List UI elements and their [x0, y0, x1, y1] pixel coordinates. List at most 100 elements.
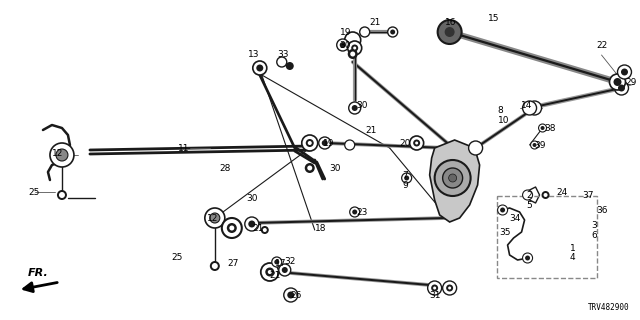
Circle shape	[497, 205, 508, 215]
Text: 10: 10	[497, 116, 509, 124]
Circle shape	[260, 263, 279, 281]
Circle shape	[308, 141, 312, 145]
Circle shape	[402, 173, 412, 183]
Text: 19: 19	[323, 139, 334, 148]
Circle shape	[322, 140, 328, 146]
Circle shape	[446, 284, 453, 292]
Circle shape	[266, 268, 275, 276]
Circle shape	[50, 143, 74, 167]
Text: 32: 32	[285, 258, 296, 267]
Circle shape	[527, 101, 541, 115]
Text: 29: 29	[625, 77, 637, 86]
Text: 20: 20	[399, 139, 411, 148]
Text: 34: 34	[509, 213, 521, 222]
Bar	[497, 196, 596, 278]
Text: 23: 23	[356, 207, 368, 217]
Circle shape	[543, 193, 548, 197]
Text: 6: 6	[591, 230, 597, 239]
Circle shape	[260, 226, 269, 234]
Text: 22: 22	[596, 41, 608, 50]
Circle shape	[349, 102, 361, 114]
Circle shape	[523, 253, 532, 263]
Circle shape	[319, 137, 331, 149]
Circle shape	[345, 140, 355, 150]
Circle shape	[210, 213, 220, 223]
Circle shape	[360, 27, 370, 37]
Circle shape	[57, 190, 67, 200]
Circle shape	[614, 81, 628, 95]
Text: 31: 31	[429, 291, 441, 300]
Text: 18: 18	[315, 223, 326, 233]
Circle shape	[541, 191, 550, 199]
Circle shape	[227, 223, 237, 233]
Circle shape	[205, 208, 225, 228]
Circle shape	[349, 207, 360, 217]
Circle shape	[222, 218, 242, 238]
Circle shape	[404, 175, 409, 180]
Circle shape	[609, 74, 625, 90]
Circle shape	[413, 140, 420, 147]
Text: 30: 30	[340, 41, 351, 50]
Text: 9: 9	[403, 180, 408, 189]
Circle shape	[306, 139, 314, 147]
Circle shape	[438, 20, 461, 44]
Circle shape	[337, 39, 349, 51]
Circle shape	[445, 27, 454, 37]
Polygon shape	[429, 140, 479, 222]
Circle shape	[210, 261, 220, 271]
Text: 25: 25	[28, 188, 39, 196]
Circle shape	[449, 174, 456, 182]
Text: 35: 35	[500, 228, 511, 236]
Text: 30: 30	[246, 194, 257, 203]
Text: 4: 4	[570, 253, 575, 262]
Circle shape	[59, 192, 65, 198]
Circle shape	[448, 286, 451, 290]
Text: 12: 12	[207, 213, 218, 222]
Circle shape	[345, 32, 361, 48]
Circle shape	[618, 65, 632, 79]
Circle shape	[282, 267, 288, 273]
Text: 26: 26	[291, 291, 302, 300]
Circle shape	[263, 228, 267, 232]
Text: 16: 16	[445, 18, 456, 27]
Circle shape	[272, 257, 282, 267]
Text: 13: 13	[248, 50, 259, 59]
Text: 2: 2	[527, 190, 532, 199]
Circle shape	[353, 46, 356, 50]
Circle shape	[352, 210, 357, 214]
Text: 1: 1	[570, 244, 575, 252]
Circle shape	[523, 190, 532, 200]
Text: 36: 36	[596, 205, 608, 214]
Text: 11: 11	[178, 143, 189, 153]
Text: 37: 37	[582, 190, 594, 199]
Circle shape	[284, 288, 298, 302]
Circle shape	[56, 149, 68, 161]
Text: 39: 39	[534, 140, 546, 149]
Circle shape	[433, 286, 436, 290]
Circle shape	[229, 226, 234, 230]
Text: TRV482900: TRV482900	[588, 303, 630, 312]
Circle shape	[541, 126, 545, 130]
Circle shape	[256, 65, 263, 71]
Circle shape	[428, 281, 442, 295]
Text: 15: 15	[488, 13, 499, 22]
Text: 33: 33	[278, 50, 289, 59]
Text: 14: 14	[520, 100, 532, 109]
Circle shape	[340, 42, 346, 48]
Circle shape	[305, 163, 315, 173]
Text: 3: 3	[591, 220, 597, 229]
Circle shape	[244, 217, 259, 231]
Text: 24: 24	[557, 188, 568, 196]
Circle shape	[268, 270, 272, 274]
Text: 27: 27	[228, 259, 239, 268]
Circle shape	[253, 61, 267, 75]
Circle shape	[212, 263, 218, 269]
Circle shape	[435, 160, 470, 196]
Circle shape	[348, 49, 358, 59]
Text: 8: 8	[497, 106, 503, 115]
Circle shape	[351, 44, 358, 52]
Circle shape	[275, 260, 279, 265]
Circle shape	[390, 29, 395, 35]
Circle shape	[350, 52, 355, 57]
Text: 19: 19	[340, 28, 351, 36]
